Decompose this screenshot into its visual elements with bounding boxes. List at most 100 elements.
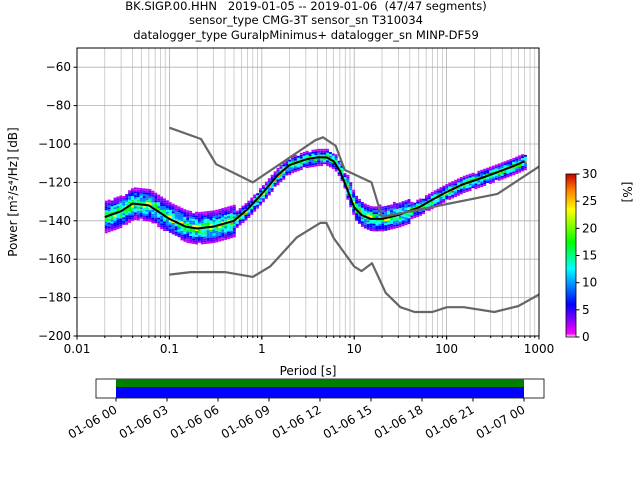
heat-cell: [294, 160, 297, 163]
heat-cell: [398, 206, 402, 209]
heat-cell: [398, 225, 402, 228]
heat-cell: [160, 227, 164, 230]
heat-cell: [456, 191, 460, 194]
heat-cell: [465, 184, 469, 187]
heat-cell: [451, 183, 455, 186]
heat-cell: [451, 181, 455, 184]
heat-cell: [363, 220, 367, 223]
heat-cell: [506, 169, 510, 172]
heat-cell: [270, 190, 274, 193]
heat-cell: [165, 209, 169, 212]
heat-cell: [113, 207, 117, 210]
heat-cell: [372, 221, 376, 224]
heat-cell: [308, 154, 312, 157]
heat-cell: [235, 220, 239, 223]
heat-cell: [119, 205, 123, 208]
heat-cell: [163, 219, 166, 222]
heat-cell: [282, 166, 286, 169]
heat-cell: [186, 239, 190, 242]
heat-cell: [459, 178, 463, 181]
heat-cell: [427, 203, 431, 206]
heat-cell: [261, 194, 265, 197]
heat-cell: [328, 155, 332, 158]
heat-cell: [363, 224, 367, 227]
heat-cell: [183, 213, 187, 215]
heat-cell: [110, 215, 114, 218]
heat-cell: [229, 226, 233, 229]
heat-cell: [410, 213, 414, 216]
heat-cell: [465, 180, 469, 183]
heat-cell: [224, 211, 228, 214]
heat-cell: [366, 206, 370, 209]
heat-cell: [291, 159, 295, 162]
heat-cell: [500, 168, 504, 171]
heat-cell: [154, 200, 158, 203]
heat-cell: [221, 217, 225, 220]
axis-layer: 0.01 0.1 1 10 100 1000−200−180−160−140−120−10…: [38, 60, 554, 356]
heat-cell: [331, 167, 335, 169]
heat-cell: [320, 150, 324, 153]
heat-cell: [442, 199, 446, 201]
heat-cell: [314, 155, 318, 157]
heat-cell: [518, 170, 522, 173]
heat-cell: [160, 217, 164, 220]
heat-cell: [320, 162, 324, 165]
x-tick-label: 0.1: [160, 342, 179, 356]
heat-cell: [154, 215, 158, 218]
heat-cell: [206, 228, 210, 231]
heat-cell: [346, 186, 350, 189]
heat-cell: [229, 205, 233, 208]
heat-cell: [468, 187, 472, 190]
heat-cell: [206, 239, 210, 242]
heat-cell: [337, 160, 341, 163]
heat-cell: [401, 205, 405, 208]
heat-cell: [326, 160, 329, 163]
heat-cell: [197, 231, 201, 234]
heat-cell: [276, 181, 280, 184]
heat-cell: [317, 154, 321, 157]
heat-cell: [104, 206, 108, 209]
heat-cell: [151, 213, 155, 216]
heat-cell: [116, 198, 120, 201]
heat-cell: [104, 214, 108, 216]
heat-cell: [360, 221, 364, 224]
heat-cell: [206, 211, 210, 213]
heat-cell: [247, 212, 251, 215]
heat-cell: [113, 205, 117, 208]
heat-cell: [448, 188, 452, 191]
heat-cell: [378, 219, 382, 222]
heat-cell: [489, 182, 492, 184]
heat-cell: [477, 170, 481, 173]
plot-frame: [76, 47, 540, 337]
heat-cell: [116, 208, 120, 210]
heat-cell: [142, 194, 146, 197]
heat-cell: [454, 183, 457, 186]
heat-cell: [151, 211, 155, 214]
heat-cell: [299, 168, 303, 171]
heat-cell: [113, 199, 117, 202]
heat-cell: [116, 215, 120, 218]
heat-cell: [192, 220, 196, 223]
heat-cell: [372, 225, 376, 228]
heat-cell: [369, 207, 373, 210]
heat-cell: [229, 207, 233, 210]
heat-cell: [328, 159, 332, 162]
heat-cell: [486, 171, 490, 174]
heat-cell: [180, 207, 184, 210]
heat-cell: [299, 154, 303, 157]
heat-cell: [183, 237, 187, 240]
heat-cell: [157, 217, 161, 220]
heat-cell: [305, 154, 309, 157]
heat-cell: [250, 211, 254, 213]
heat-cell: [186, 231, 190, 234]
heat-cell: [521, 156, 524, 159]
heat-cell: [206, 214, 210, 217]
heat-cell: [352, 189, 356, 192]
heat-cell: [183, 226, 187, 229]
heat-cell: [200, 232, 204, 235]
heat-cell: [139, 211, 143, 213]
heat-cell: [326, 150, 329, 153]
heat-cell: [209, 212, 213, 215]
heat-cell: [518, 157, 522, 160]
heat-cell: [136, 218, 140, 221]
